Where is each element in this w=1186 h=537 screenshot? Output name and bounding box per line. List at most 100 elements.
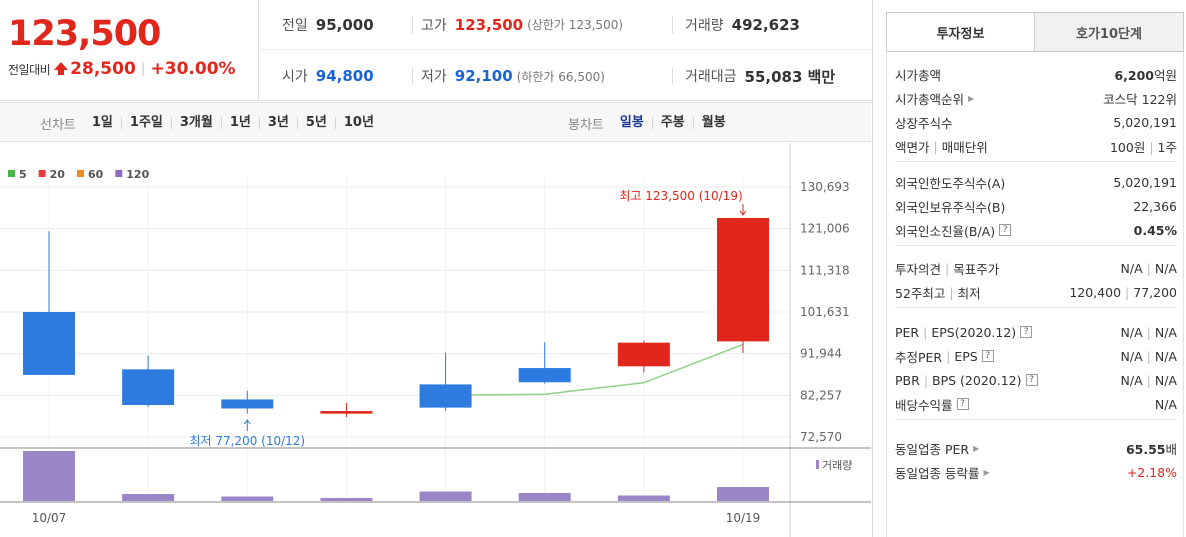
info-body: 시가총액 6,200억원 시가총액순위 ▶ 코스닥 122위 상장주식수 5,020,191… <box>886 51 1184 537</box>
tab-3m[interactable]: 3개월 <box>170 116 221 129</box>
legend-swatch <box>76 170 84 177</box>
info-label: 시가총액순위 ▶ <box>895 89 974 108</box>
help-icon[interactable]: ? <box>981 350 994 362</box>
info-value-text: 22,366 <box>1133 198 1177 214</box>
info-value-text: N/A <box>1120 348 1143 364</box>
info-row: 시가총액순위 ▶ 코스닥 122위 <box>895 86 1177 110</box>
divider: | <box>945 260 950 276</box>
info-value: 5,020,191 <box>1113 175 1177 190</box>
candle-body <box>122 369 175 406</box>
divider: | <box>1146 372 1151 388</box>
info-row: 액면가 | 매매단위 100원 | 1주 <box>895 134 1177 158</box>
tab-3y[interactable]: 3년 <box>258 116 297 129</box>
tab-orderbook[interactable]: 호가10단계 <box>1035 12 1184 52</box>
info-tabs: 투자정보 호가10단계 <box>886 12 1184 52</box>
up-arrow-icon <box>54 62 69 75</box>
info-row: 외국인소진율(B/A)? 0.45% <box>895 218 1177 242</box>
info-row: PER | EPS(2020.12)? N/A | N/A <box>895 320 1177 344</box>
info-label: 외국인한도주식수(A) <box>895 173 1005 192</box>
info-value: 22,366 <box>1133 199 1177 214</box>
volume-legend-swatch <box>816 460 819 469</box>
open-value: 94,800 <box>315 67 374 85</box>
caret-right-icon[interactable]: ▶ <box>973 443 980 453</box>
amount-cell: 거래대금 55,083 백만 <box>672 67 835 86</box>
tab-5y[interactable]: 5년 <box>296 116 335 129</box>
info-value-text: N/A <box>1154 396 1177 412</box>
y-tick-label: 111,318 <box>800 263 850 277</box>
lower-limit: (하한가 66,500) <box>516 69 605 84</box>
info-label: 시가총액 <box>895 65 941 84</box>
line-chart-label: 선차트 <box>40 117 76 133</box>
caret-right-icon[interactable]: ▶ <box>983 467 990 477</box>
legend-label: 5 <box>19 168 27 181</box>
info-row: 외국인한도주식수(A) 5,020,191 <box>895 170 1177 194</box>
price-summary: 123,500 전일대비 28,500 | +30.00% <box>0 0 259 101</box>
max-annotation: 최고 123,500 (10/19) <box>619 189 742 203</box>
candle-body <box>221 399 274 409</box>
divider: | <box>946 348 951 364</box>
help-icon[interactable]: ? <box>1025 374 1038 386</box>
volume-bar <box>419 491 472 501</box>
info-label-text: 투자의견 <box>895 261 942 277</box>
info-label-text: 추정PER <box>895 349 943 365</box>
info-label: PBR | BPS (2020.12)? <box>895 373 1038 388</box>
info-section: PER | EPS(2020.12)? N/A | N/A 추정PER | EPS? N/A | N/… <box>895 316 1177 420</box>
info-value: 6,200억원 <box>1114 65 1177 84</box>
info-label-text: 외국인소진율(B/A) <box>895 223 996 239</box>
candle-body <box>717 217 769 342</box>
min-arrow-head <box>243 419 251 425</box>
prev-close-label: 전일 <box>282 17 308 34</box>
info-label-text: EPS(2020.12) <box>931 324 1017 340</box>
info-label-text: 배당수익률 <box>895 397 953 413</box>
info-section: 투자의견 | 목표주가 N/A | N/A 52주최고 | 최저 120,400 | 77,200 <box>895 252 1177 308</box>
divider: | <box>1146 324 1151 340</box>
tab-daily[interactable]: 일봉 <box>619 115 644 130</box>
info-value: N/A <box>1155 397 1177 412</box>
line-chart-tabs: 선차트 1일 1주일 3개월 1년 3년 5년 10년 <box>40 103 382 143</box>
divider: | <box>1125 284 1130 300</box>
change-amount: 28,500 <box>70 59 136 79</box>
tab-invest-info[interactable]: 투자정보 <box>886 12 1035 52</box>
info-value: N/A | N/A <box>1121 349 1177 364</box>
info-value-text: +2.18% <box>1126 464 1177 480</box>
tab-1w[interactable]: 1주일 <box>120 116 171 129</box>
tab-1d[interactable]: 1일 <box>91 115 113 130</box>
info-value: 65.55배 <box>1126 439 1177 458</box>
info-label: 외국인소진율(B/A)? <box>895 221 1012 240</box>
divider: | <box>140 61 146 77</box>
legend-label: 60 <box>88 168 104 181</box>
candle-body <box>419 384 472 408</box>
info-label: 동일업종 PER ▶ <box>895 439 979 458</box>
info-value-text: 6,200 <box>1114 67 1154 83</box>
quote-row: 시가 94,800 저가 92,100 (하한가 66,500) 거래대금 55… <box>260 51 872 101</box>
info-value-text: N/A <box>1120 260 1143 276</box>
low-value: 92,100 <box>454 67 513 85</box>
help-icon[interactable]: ? <box>1020 326 1033 338</box>
low-label: 저가 <box>421 69 447 85</box>
divider: | <box>949 284 954 300</box>
change-row: 전일대비 28,500 | +30.00% <box>8 59 236 79</box>
info-value-text: 5,020,191 <box>1113 174 1177 190</box>
info-label-text: PER <box>895 324 920 340</box>
divider: | <box>923 372 929 388</box>
info-value-text: 1주 <box>1157 139 1177 155</box>
help-icon[interactable]: ? <box>999 224 1012 236</box>
tab-monthly[interactable]: 월봉 <box>692 116 734 129</box>
caret-right-icon[interactable]: ▶ <box>968 93 975 103</box>
info-row: PBR | BPS (2020.12)? N/A | N/A <box>895 368 1177 392</box>
info-row: 투자의견 | 목표주가 N/A | N/A <box>895 256 1177 280</box>
info-value: 코스닥 122위 <box>1103 89 1177 108</box>
info-label: 52주최고 | 최저 <box>895 283 981 302</box>
high-cell: 고가 123,500 (상한가 123,500) <box>412 15 623 34</box>
help-icon[interactable]: ? <box>956 398 969 410</box>
tab-1y[interactable]: 1년 <box>220 116 259 129</box>
candle-chart-label: 봉차트 <box>568 117 604 133</box>
quote-row: 전일 95,000 고가 123,500 (상한가 123,500) 거래량 4… <box>260 0 872 50</box>
info-unit: 배 <box>1165 441 1177 457</box>
tab-weekly[interactable]: 주봉 <box>651 116 693 129</box>
info-row: 동일업종 등락률 ▶ +2.18% <box>895 460 1177 484</box>
tab-10y[interactable]: 10년 <box>334 116 382 129</box>
info-label-text: 52주최고 <box>895 285 946 301</box>
info-value-text: N/A <box>1120 324 1143 340</box>
ma5-line <box>445 343 744 396</box>
